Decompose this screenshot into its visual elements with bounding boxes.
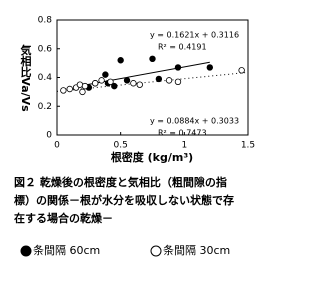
- point: [81, 82, 89, 90]
- y-tick-label: 0.6: [38, 44, 53, 54]
- point: [149, 55, 156, 63]
- y-tick-label: 0.2: [38, 102, 52, 112]
- point: [123, 77, 131, 84]
- trend-equation: y = 0.0884x + 0.3033: [150, 117, 239, 126]
- trend-equation: y = 0.1621x + 0.3116: [150, 31, 239, 40]
- point: [130, 80, 137, 87]
- point: [117, 57, 124, 64]
- caption-line: 在する場合の乾燥－: [14, 211, 113, 225]
- legend-marker: [150, 245, 162, 257]
- point: [136, 81, 143, 88]
- x-tick-label: 0: [54, 141, 60, 151]
- point: [66, 85, 73, 93]
- point: [174, 64, 182, 71]
- x-axis-label: 根密度 (kg/m³): [111, 150, 193, 164]
- trend-r2: R² = 0.4191: [158, 43, 207, 52]
- x-tick-label: 1.5: [241, 141, 255, 151]
- point: [98, 77, 105, 84]
- point: [60, 87, 67, 94]
- legend-label: 条間隔 60cm: [33, 243, 100, 257]
- legend-marker: [20, 245, 32, 257]
- y-tick-label: 0.4: [38, 73, 53, 83]
- trend-r2: R² = 0.7473: [158, 129, 207, 138]
- chart: 気相比Va/Vs 根密度 (kg/m³) 図２ 乾燥後の根密度と気相比（粗間隙の…: [14, 16, 255, 258]
- legend-label: 条間隔 30cm: [163, 243, 230, 257]
- y-tick-label: 0.8: [38, 16, 53, 26]
- point: [102, 71, 109, 78]
- point: [155, 75, 163, 83]
- point: [111, 82, 118, 90]
- point: [107, 78, 114, 86]
- point: [238, 67, 245, 74]
- caption-line: 標）の関係－根が水分を吸収しない状態で存: [14, 193, 234, 207]
- caption-line: 図２ 乾燥後の根密度と気相比（粗間隙の指: [14, 175, 227, 189]
- x-tick-label: 0.5: [114, 141, 128, 151]
- point: [79, 88, 86, 96]
- y-tick-label: 0: [46, 131, 52, 141]
- point: [206, 64, 213, 71]
- point: [174, 78, 182, 86]
- point: [91, 80, 99, 87]
- x-tick-label: 1: [181, 141, 187, 151]
- y-axis-label: 気相比Va/Vs: [19, 43, 32, 112]
- point: [165, 77, 173, 84]
